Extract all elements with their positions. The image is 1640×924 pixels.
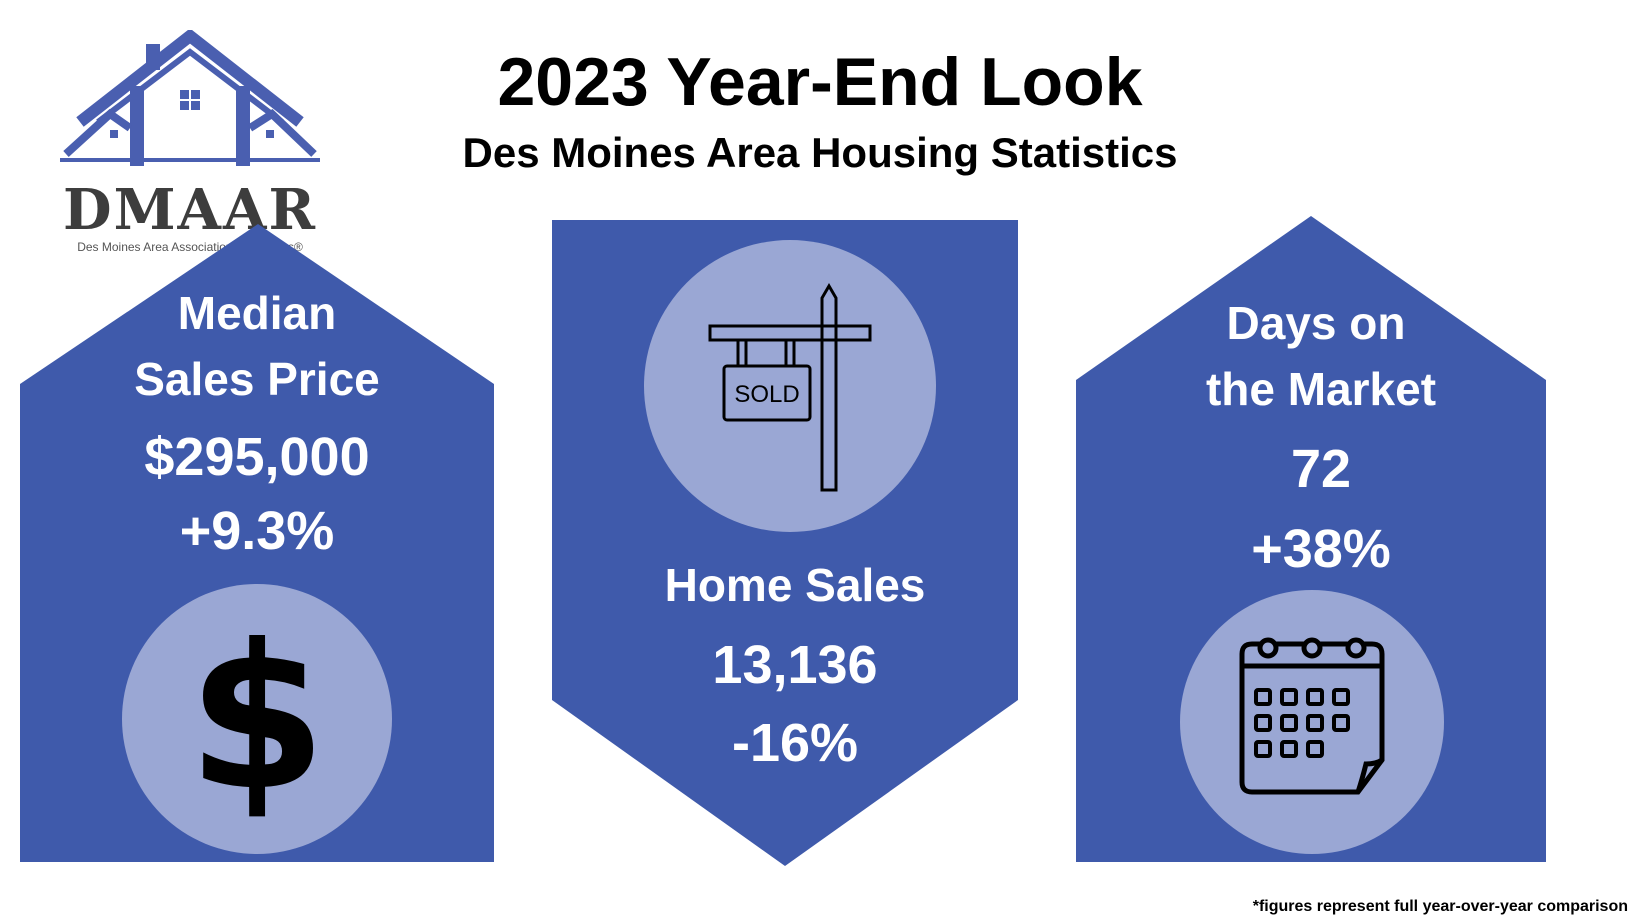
home-sales-value: 13,136 xyxy=(712,635,878,695)
dom-change: +38% xyxy=(1251,519,1391,579)
median-value: $295,000 xyxy=(144,427,370,487)
dom-value: 72 xyxy=(1290,439,1352,499)
calendar-circle xyxy=(1180,590,1444,854)
dollar-sign-icon: $ xyxy=(187,602,327,835)
sold-circle xyxy=(644,240,936,532)
median-change: +9.3% xyxy=(179,501,335,561)
home-sales-change: -16% xyxy=(731,713,859,773)
home-sales-label: Home Sales xyxy=(664,559,926,611)
house-roof-icon xyxy=(60,30,320,166)
logo-wordmark: DMAAR xyxy=(63,177,317,243)
sold-sign-icon: SOLD xyxy=(708,283,872,492)
median-label-line1: Median xyxy=(177,287,337,339)
page-title: 2023 Year-End Look xyxy=(497,44,1143,120)
median-label-line2: Sales Price xyxy=(134,353,380,405)
sold-sign-text: SOLD xyxy=(734,381,799,408)
calendar-icon xyxy=(1239,637,1385,795)
footnote: *figures represent full year-over-year c… xyxy=(1252,898,1628,915)
dom-label-line1: Days on xyxy=(1226,297,1406,349)
dom-label-line2: the Market xyxy=(1205,363,1437,415)
dollar-circle xyxy=(122,584,392,854)
page-subtitle: Des Moines Area Housing Statistics xyxy=(462,129,1178,176)
